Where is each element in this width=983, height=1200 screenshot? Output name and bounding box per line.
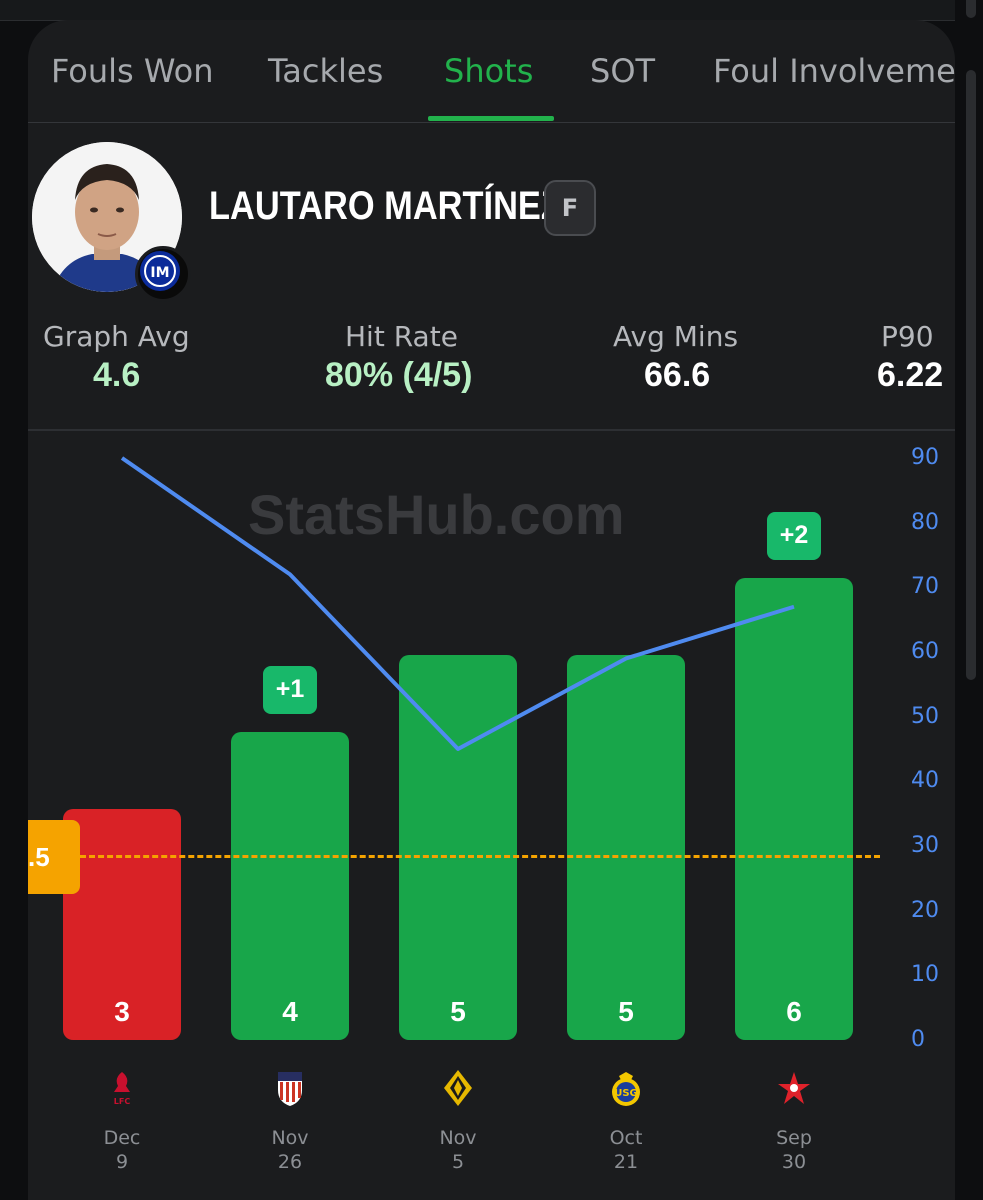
p90-label: P90: [881, 320, 934, 353]
shots-bar[interactable]: [567, 654, 685, 1040]
match-day: 5: [451, 1151, 465, 1173]
bar-value-label: 5: [618, 996, 634, 1027]
player-name: LAUTARO MARTÍNEZ: [209, 184, 562, 228]
y-axis-tick: 90: [911, 445, 939, 470]
divider: [28, 429, 955, 431]
hit-rate-value: 80% (4/5): [325, 356, 473, 394]
match-day: 9: [115, 1151, 129, 1173]
team-badge-icon: IM: [135, 246, 191, 302]
bar-value-label: 5: [450, 996, 466, 1027]
match-month: Nov: [439, 1127, 477, 1149]
match-date: Sep 30: [735, 1126, 853, 1174]
liverpool-crest-icon: LFC: [102, 1068, 142, 1108]
shots-bar[interactable]: [735, 577, 853, 1040]
svg-text:IM: IM: [150, 265, 169, 281]
tab-sot[interactable]: SOT: [590, 52, 656, 90]
match-month: Dec: [103, 1127, 141, 1149]
avg-mins-value: 66.6: [644, 356, 711, 394]
shots-bar[interactable]: [399, 654, 517, 1040]
match-month: Oct: [609, 1127, 643, 1149]
graph-avg-label: Graph Avg: [43, 320, 190, 353]
match-date: Nov 5: [399, 1126, 517, 1174]
y-axis-tick: 80: [911, 509, 939, 535]
shots-bar[interactable]: [231, 731, 349, 1040]
top-bar: [0, 0, 955, 21]
active-tab-indicator: [428, 116, 554, 121]
union-saint-gilloise-crest-icon: USG: [606, 1068, 646, 1108]
match-date: Dec 9: [63, 1126, 181, 1174]
atletico-madrid-crest-icon: [270, 1068, 310, 1108]
tab-fouls-won[interactable]: Fouls Won: [51, 52, 214, 90]
shots-bar[interactable]: [63, 808, 181, 1040]
kairat-crest-icon: [438, 1068, 478, 1108]
match-month: Nov: [271, 1127, 309, 1149]
scrollbar-top: [966, 0, 976, 18]
line-value: .5: [28, 841, 50, 872]
graph-avg-value: 4.6: [93, 356, 141, 394]
threshold-line: [80, 855, 880, 858]
match-date: Oct 21: [567, 1126, 685, 1174]
y-axis-tick: 0: [911, 1027, 925, 1052]
match-month: Sep: [776, 1127, 812, 1149]
y-axis-tick: 50: [911, 703, 939, 729]
minutes-line-chart: [120, 456, 795, 751]
match-date: Nov 26: [231, 1126, 349, 1174]
over-line-badge: +2: [767, 511, 821, 560]
avg-mins-label: Avg Mins: [613, 320, 739, 353]
stat-tabs: Fouls Won Tackles Shots SOT Foul Involve…: [28, 20, 955, 123]
y-axis-tick: 40: [911, 768, 939, 794]
minutes-line: [120, 456, 795, 751]
line-value-badge[interactable]: .5: [28, 820, 80, 894]
y-axis-tick: 70: [911, 574, 939, 600]
y-axis-tick: 60: [911, 639, 939, 664]
y-axis-tick: 20: [911, 897, 939, 923]
bar-value-label: 4: [282, 996, 298, 1027]
svg-text:USG: USG: [614, 1088, 638, 1099]
position-badge: F: [544, 180, 596, 236]
p90-value: 6.22: [877, 356, 944, 394]
match-day: 26: [277, 1151, 303, 1173]
bar-value-label: 6: [786, 996, 802, 1027]
over-line-badge: +1: [263, 665, 317, 714]
bar-value-label: 3: [114, 996, 130, 1027]
slavia-prague-star-crest-icon: [774, 1068, 814, 1108]
watermark: StatsHub.com: [248, 483, 625, 546]
hit-rate-label: Hit Rate: [345, 320, 458, 353]
tab-foul-involvement[interactable]: Foul Involveme: [713, 52, 955, 90]
y-axis-tick: 30: [911, 833, 939, 858]
player-stats-card: Fouls Won Tackles Shots SOT Foul Involve…: [28, 20, 955, 1200]
tab-tackles[interactable]: Tackles: [268, 52, 384, 90]
match-day: 21: [613, 1151, 639, 1173]
tab-shots[interactable]: Shots: [444, 52, 534, 90]
svg-text:LFC: LFC: [114, 1097, 131, 1106]
y-axis-tick: 10: [911, 962, 939, 988]
scrollbar-thumb[interactable]: [966, 70, 976, 680]
match-day: 30: [781, 1151, 807, 1173]
